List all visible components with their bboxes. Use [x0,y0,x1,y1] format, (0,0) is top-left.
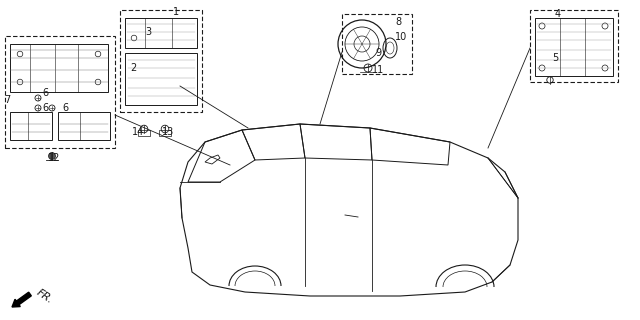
Text: 1: 1 [173,7,179,17]
Text: 8: 8 [395,17,401,27]
Bar [159,130,171,136]
Text: 4: 4 [555,9,561,19]
Bar [125,18,197,48]
Text: 11: 11 [372,65,384,75]
Text: FR.: FR. [35,287,55,305]
Bar [10,112,52,140]
Text: 13: 13 [162,127,174,137]
Bar [120,10,202,112]
Bar [535,18,613,76]
Bar [10,44,108,92]
Text: 2: 2 [130,63,136,73]
Text: 10: 10 [395,32,407,42]
Text: 6: 6 [42,88,48,98]
Bar [125,53,197,105]
Text: 12: 12 [48,153,60,163]
Text: 14: 14 [132,127,144,137]
Text: 5: 5 [552,53,558,63]
Text: 7: 7 [4,95,10,105]
Bar [5,36,115,148]
FancyArrow shape [12,292,31,307]
Bar [138,130,150,136]
Bar [530,10,618,82]
Bar [342,14,412,74]
Text: 9: 9 [375,48,381,58]
Bar [58,112,110,140]
Text: 3: 3 [145,27,151,37]
Text: 6: 6 [42,103,48,113]
Text: 6: 6 [62,103,68,113]
Circle shape [49,153,56,159]
